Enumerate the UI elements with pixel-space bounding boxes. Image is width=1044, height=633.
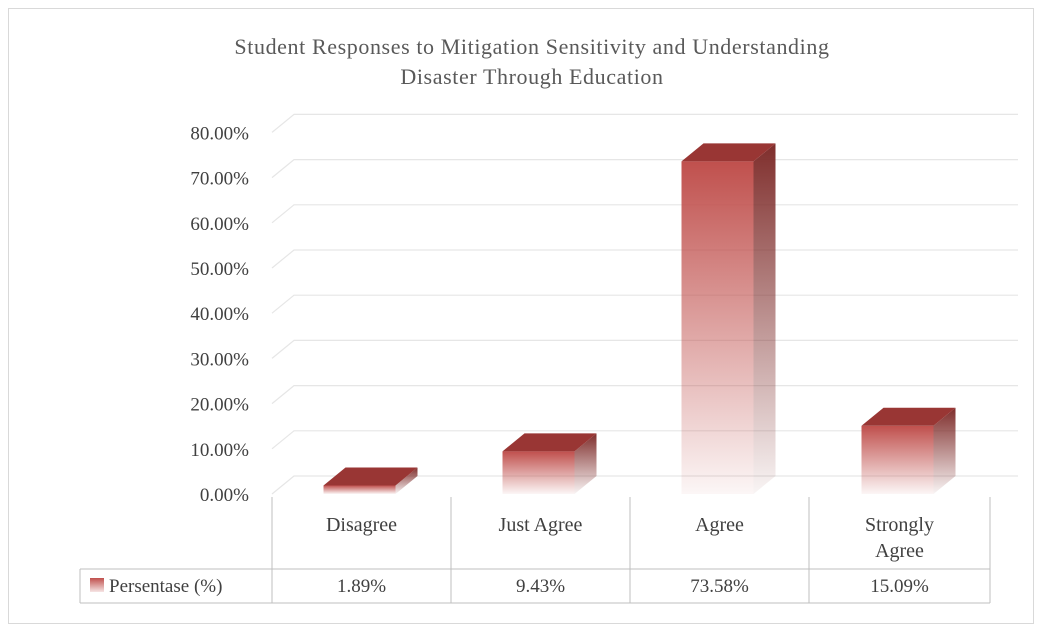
data-label: 73.58%: [690, 576, 749, 597]
bar-front: [502, 451, 575, 494]
chart-title: Student Responses to Mitigation Sensitiv…: [234, 34, 829, 89]
bar-top: [323, 467, 418, 486]
bar-top: [861, 407, 956, 426]
bar-top: [681, 143, 776, 162]
bar: [323, 467, 418, 494]
bar-side: [395, 467, 418, 494]
y-tick-label: 20.00%: [190, 395, 249, 416]
y-tick-label: 70.00%: [190, 169, 249, 190]
bar-side: [574, 433, 597, 494]
bar-side: [753, 143, 776, 494]
bar-front: [681, 161, 754, 494]
gridline: [271, 339, 1018, 359]
gridline: [271, 385, 1018, 405]
gridline: [271, 475, 1018, 495]
gridline: [271, 430, 1018, 450]
gridline: [271, 294, 1018, 314]
x-tick-label: Just Agree: [499, 514, 583, 536]
legend-label: Persentase (%): [109, 576, 222, 597]
gridline: [271, 159, 1018, 179]
legend-swatch: [90, 578, 104, 592]
chart-title-line-1: Student Responses to Mitigation Sensitiv…: [234, 34, 829, 59]
bar-side: [933, 407, 956, 494]
y-tick-label: 10.00%: [190, 440, 249, 461]
chart-title-line-2: Disaster Through Education: [400, 64, 663, 89]
chart-frame: [8, 8, 1034, 624]
data-table: Disagree 1.89% Just Agree 9.43% Agree 73.58% S…: [79, 497, 991, 604]
x-tick-label: Agree: [875, 540, 924, 562]
bars: [323, 143, 956, 494]
x-tick-label: Agree: [695, 514, 744, 536]
gridline: [271, 204, 1018, 224]
y-tick-label: 0.00%: [200, 485, 249, 506]
y-tick-label: 40.00%: [190, 304, 249, 325]
data-label: 15.09%: [870, 576, 929, 597]
data-label: 9.43%: [516, 576, 565, 597]
y-tick-label: 30.00%: [190, 349, 249, 370]
bar-top: [502, 433, 597, 452]
gridlines: [271, 113, 1018, 495]
y-axis: 0.00% 10.00% 20.00% 30.00% 40.00% 50.00% 60.00…: [190, 123, 249, 506]
x-tick-label: Strongly: [865, 514, 934, 536]
bar-front: [323, 485, 396, 494]
y-tick-label: 80.00%: [190, 123, 249, 144]
y-tick-label: 60.00%: [190, 214, 249, 235]
bar-front: [861, 425, 934, 494]
gridline: [271, 113, 1018, 133]
bar: [502, 433, 597, 494]
bar: [861, 407, 956, 494]
gridline: [271, 249, 1018, 269]
y-tick-label: 50.00%: [190, 259, 249, 280]
data-label: 1.89%: [337, 576, 386, 597]
bar: [681, 143, 776, 494]
x-tick-label: Disagree: [326, 514, 397, 536]
